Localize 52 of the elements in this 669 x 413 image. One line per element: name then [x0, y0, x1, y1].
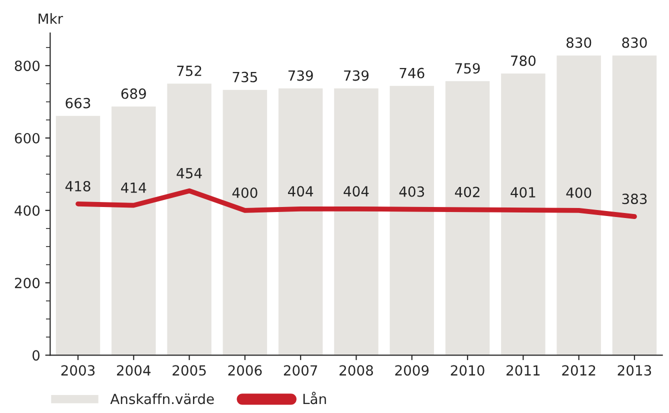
y-tick-label: 400	[14, 205, 40, 216]
data-label: 404	[288, 186, 314, 197]
data-label: 830	[566, 37, 592, 48]
y-tick-label: 600	[14, 132, 40, 144]
bar	[221, 88, 268, 356]
data-label: 663	[66, 98, 90, 108]
x-tick-label: 2009	[395, 365, 429, 376]
data-label: 739	[288, 70, 313, 81]
data-label: 404	[344, 186, 369, 197]
x-tick-label: 2006	[228, 365, 262, 376]
x-tick-label: 2010	[450, 365, 484, 376]
data-label: 739	[344, 70, 369, 81]
data-label: 454	[176, 168, 202, 178]
bar	[166, 82, 213, 356]
data-label: 759	[455, 63, 480, 74]
data-label: 400	[232, 187, 258, 198]
data-label: 402	[454, 186, 480, 198]
data-label: 780	[511, 55, 536, 66]
data-label: 830	[622, 37, 647, 48]
data-label: 418	[65, 180, 90, 192]
y-axis-title: Mkr	[38, 13, 64, 24]
bar	[555, 54, 602, 356]
bar	[332, 87, 380, 356]
legend-label: Lån	[303, 392, 326, 404]
x-tick-label: 2005	[172, 365, 206, 376]
x-tick-label: 2012	[562, 365, 596, 376]
bar	[388, 84, 436, 356]
bar	[54, 114, 102, 356]
data-label: 414	[121, 182, 146, 193]
y-tick-label: 800	[14, 60, 40, 72]
data-label: 383	[622, 194, 647, 204]
bar	[277, 87, 324, 356]
x-tick-label: 2011	[506, 365, 540, 376]
x-tick-label: 2003	[61, 365, 95, 376]
data-label: 735	[232, 72, 257, 82]
x-tick-label: 2007	[284, 365, 318, 376]
legend-label: Anskaffn.värde	[110, 393, 214, 404]
x-tick-label: 2013	[618, 365, 652, 376]
data-label: 400	[566, 187, 592, 198]
y-tick-label: 0	[32, 350, 40, 361]
x-tick-label: 2004	[116, 365, 151, 376]
bar	[610, 54, 658, 356]
data-label: 746	[400, 68, 424, 78]
data-label: 689	[121, 88, 146, 99]
data-label: 401	[510, 187, 536, 198]
data-label: 752	[177, 66, 202, 76]
y-tick-label: 200	[14, 278, 40, 288]
bar	[110, 105, 158, 356]
data-label: 403	[399, 186, 424, 197]
x-tick-label: 2008	[340, 365, 373, 376]
bar	[444, 80, 492, 356]
bar	[500, 72, 547, 356]
